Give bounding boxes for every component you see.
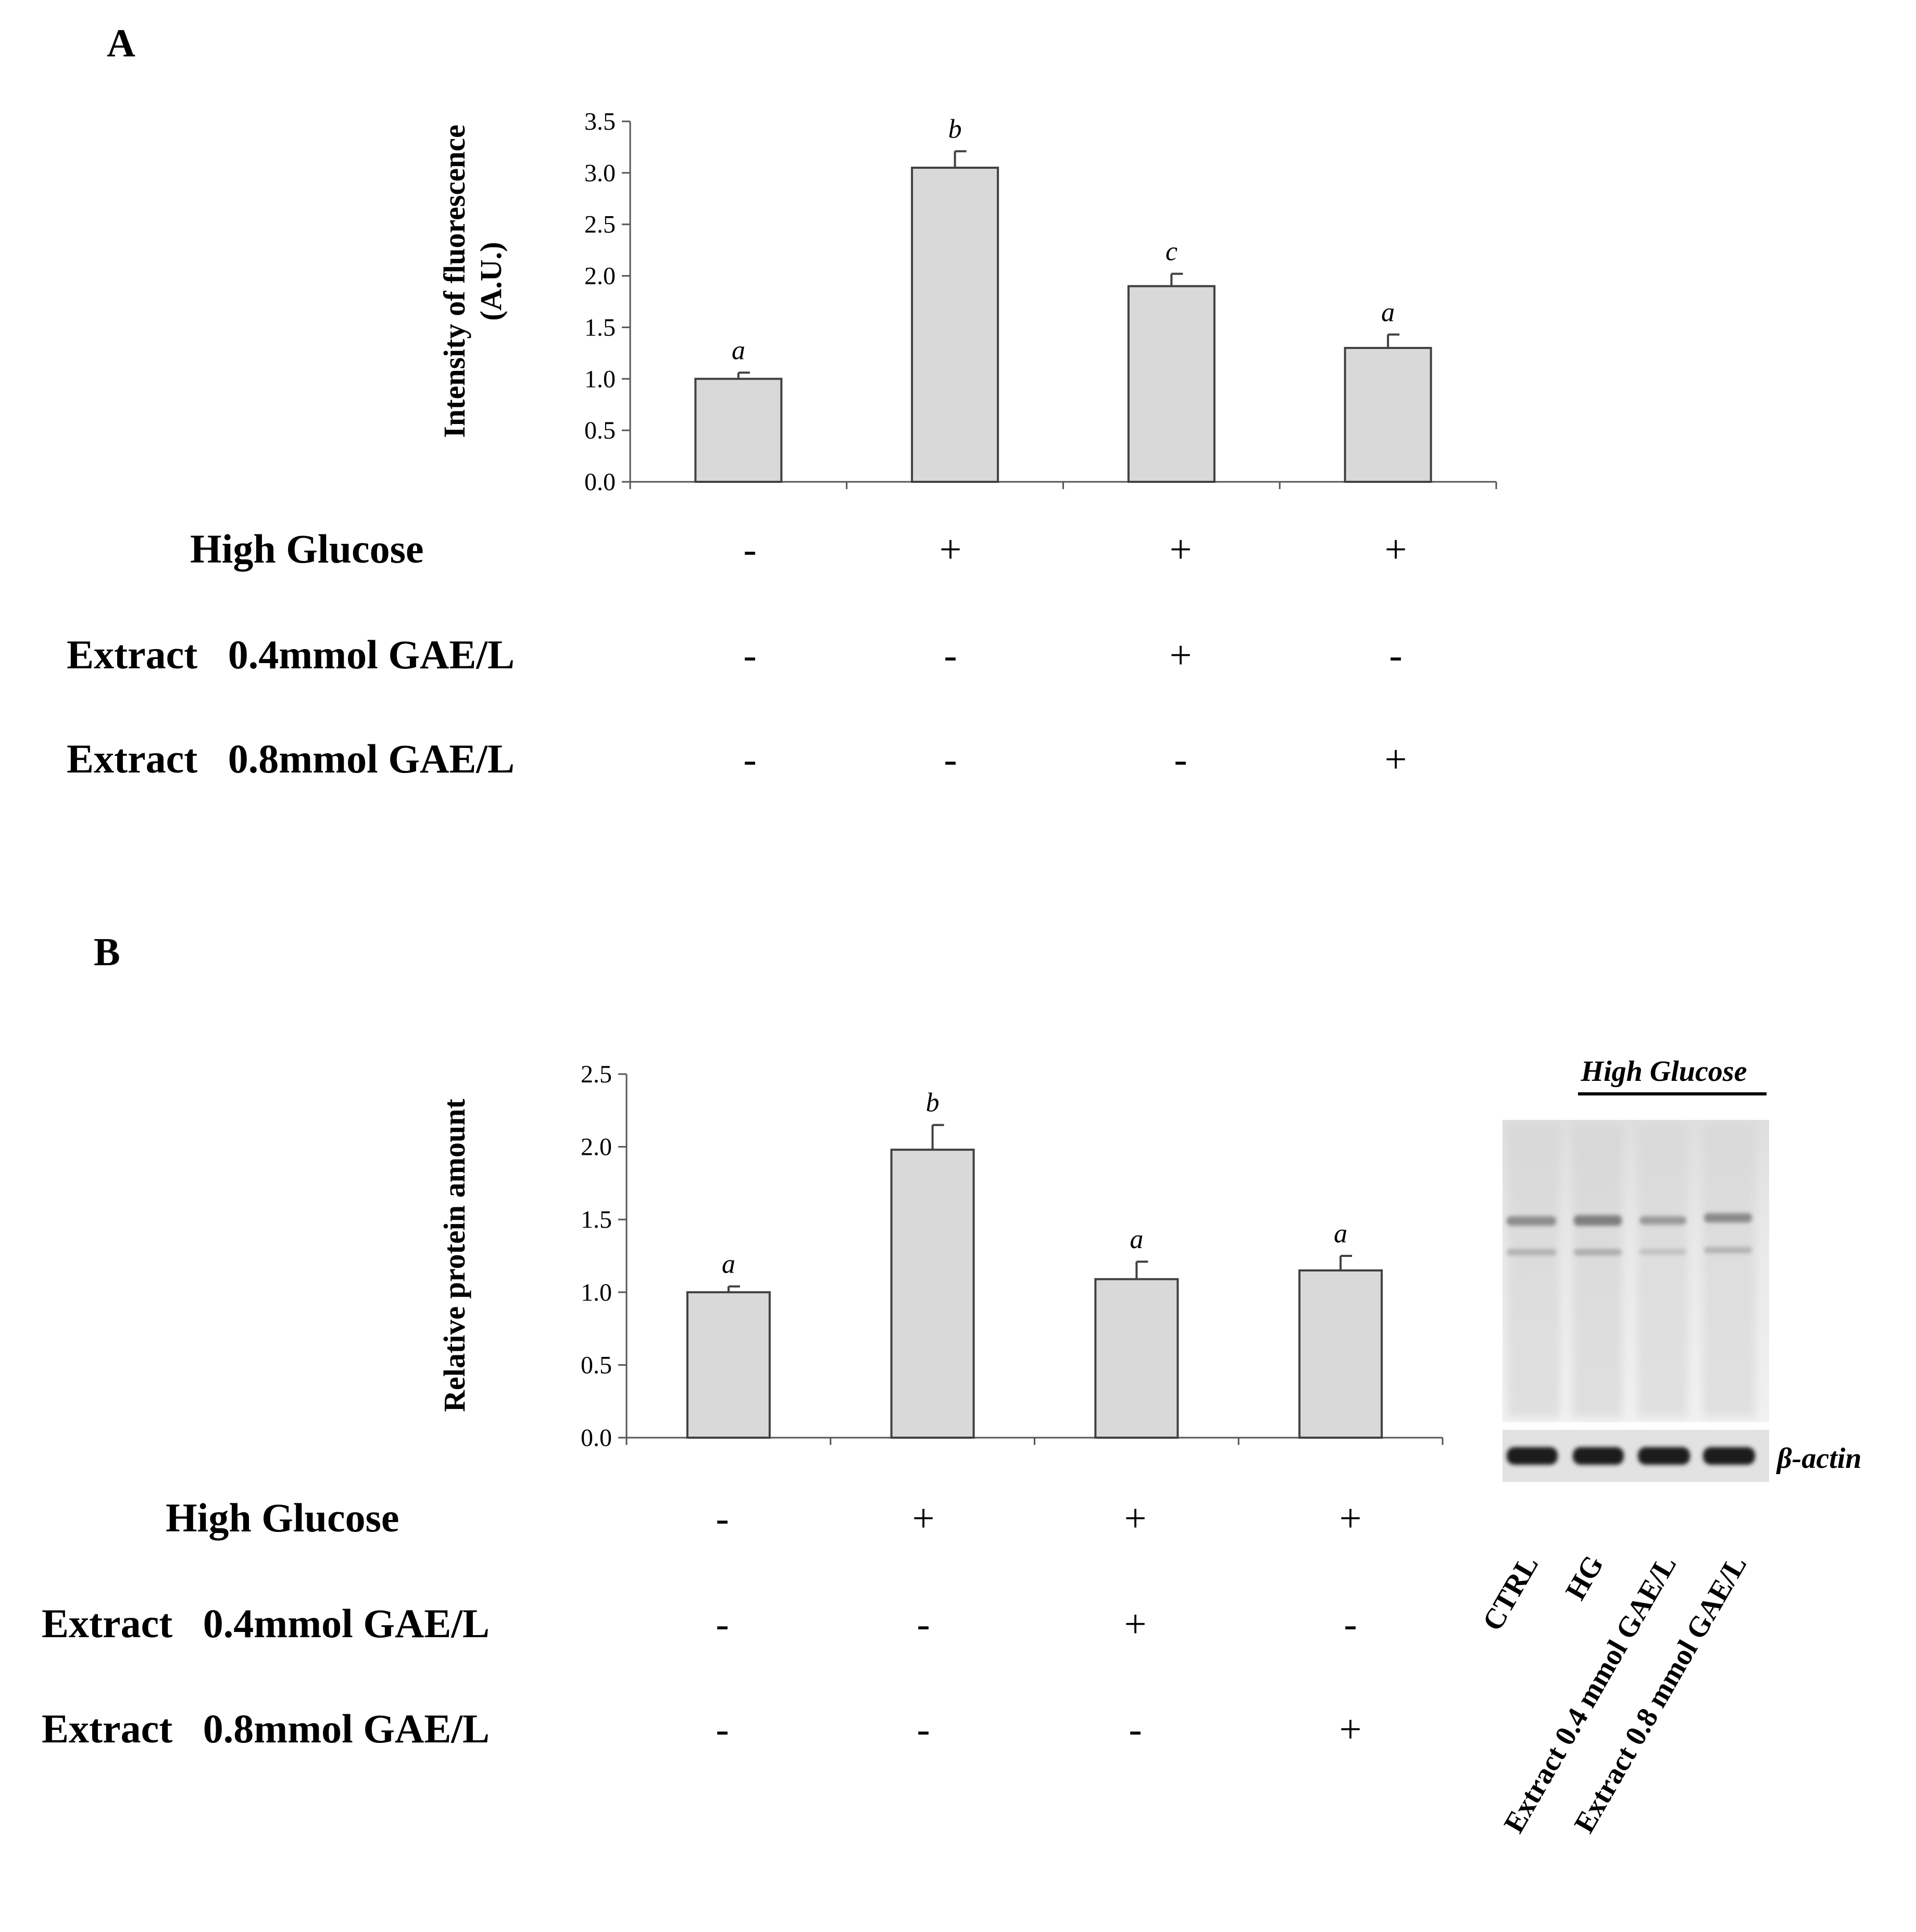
blot-lane-label-ctrl: CTRL <box>1476 1550 1545 1637</box>
chart-b-y-tick-label: 1.5 <box>581 1206 612 1233</box>
chart-a-significance-letter: b <box>948 114 962 144</box>
sign-a-e04-1: - <box>743 633 756 677</box>
chart-a-bar <box>911 166 999 483</box>
chart-a-y-tick-label: 1.0 <box>584 365 616 393</box>
condition-high-glucose-label-b: High Glucose <box>166 1495 399 1540</box>
sign-b-e04-1: - <box>716 1602 729 1646</box>
chart-a-bar <box>1127 285 1216 483</box>
chart-b-y-tick-label: 1.0 <box>581 1279 612 1306</box>
sign-a-e08-3: - <box>1174 738 1187 781</box>
chart-b: 0.0 0.5 1.0 1.5 2.0 2.5 a b a a Relative protein a… <box>437 1061 1444 1452</box>
sign-a-e08-2: - <box>944 738 957 781</box>
chart-b-bar <box>686 1291 771 1439</box>
sign-a-e04-4: - <box>1389 633 1402 677</box>
chart-a-y-tick-label: 0.5 <box>584 417 616 444</box>
chart-b-y-tick-label: 2.0 <box>581 1133 612 1161</box>
blot-lane-shading <box>1508 1125 1755 1417</box>
condition-high-glucose-label: High Glucose <box>190 526 424 571</box>
sign-a-hg-4: + <box>1385 528 1407 571</box>
blot-high-glucose-label: High Glucose <box>1581 1055 1747 1088</box>
chart-b-bar <box>1094 1278 1179 1439</box>
sign-b-hg-3: + <box>1124 1497 1147 1540</box>
chart-a-significance-letter: a <box>732 335 745 365</box>
sign-a-e08-1: - <box>743 738 756 781</box>
chart-b-bar <box>890 1149 975 1439</box>
sign-a-e08-4: + <box>1385 738 1407 781</box>
sign-a-e04-3: + <box>1170 633 1192 677</box>
chart-b-bar <box>1298 1269 1383 1439</box>
sign-b-e04-3: + <box>1124 1602 1147 1646</box>
sign-b-e04-2: - <box>917 1602 930 1646</box>
condition-extract-04-label: Extract 0.4mmol GAE/L <box>67 632 515 677</box>
blot-beta-actin-label: β-actin <box>1776 1442 1861 1475</box>
sign-b-e08-2: - <box>917 1707 930 1751</box>
chart-a-y-tick-label: 3.5 <box>584 108 616 135</box>
chart-a: 0.0 0.5 1.0 1.5 2.0 2.5 3.0 3.5 a b c a Intensity of… <box>437 108 1497 496</box>
blot-band-ctrl <box>1507 1216 1556 1226</box>
sign-b-hg-4: + <box>1339 1497 1362 1540</box>
chart-b-significance-letter: a <box>722 1250 735 1279</box>
sign-b-hg-1: - <box>716 1497 729 1540</box>
chart-a-significance-letter: c <box>1166 237 1178 267</box>
chart-b-y-axis-label: Relative protein amount <box>437 1099 471 1412</box>
chart-a-significance-letter: a <box>1381 297 1395 327</box>
blot-band-hg <box>1574 1215 1622 1226</box>
sign-a-e04-2: - <box>944 633 957 677</box>
blot-band-e08 <box>1704 1213 1752 1223</box>
blot-actin-bands <box>1507 1447 1755 1465</box>
chart-b-y-tick-label: 0.0 <box>581 1424 612 1452</box>
chart-a-y-axis-label: (A.U.) <box>474 242 508 320</box>
chart-a-y-tick-label: 2.5 <box>584 211 616 239</box>
blot-band-e04 <box>1639 1216 1686 1225</box>
condition-extract-04-label-b: Extract 0.4mmol GAE/L <box>42 1601 490 1646</box>
sign-a-hg-2: + <box>940 528 962 571</box>
panel-a-label: A <box>107 21 135 65</box>
western-blot: High Glucose β-actin <box>1476 1055 1862 1838</box>
sign-b-e04-4: - <box>1344 1602 1357 1646</box>
sign-b-e08-3: - <box>1129 1707 1142 1751</box>
condition-extract-08-label: Extract 0.8mmol GAE/L <box>67 736 515 781</box>
panel-b-conditions: High Glucose Extract 0.4mmol GAE/L Extra… <box>42 1495 1361 1751</box>
panel-b-label: B <box>94 930 120 974</box>
sign-a-hg-3: + <box>1170 528 1192 571</box>
sign-b-e08-4: + <box>1339 1707 1362 1751</box>
chart-b-significance-letter: a <box>1334 1219 1347 1249</box>
sign-b-e08-1: - <box>716 1707 729 1751</box>
blot-lane-label-hg: HG <box>1559 1550 1610 1605</box>
condition-extract-08-label-b: Extract 0.8mmol GAE/L <box>42 1706 490 1751</box>
chart-a-y-tick-label: 1.5 <box>584 314 616 341</box>
chart-b-significance-letter: b <box>926 1088 940 1118</box>
sign-a-hg-1: - <box>743 528 756 571</box>
chart-b-y-tick-label: 2.5 <box>581 1061 612 1088</box>
chart-a-y-axis-label: Intensity of fluorescence <box>437 124 471 438</box>
chart-a-bar <box>1344 346 1432 483</box>
chart-b-y-tick-label: 0.5 <box>581 1351 612 1379</box>
sign-b-hg-2: + <box>912 1497 935 1540</box>
chart-a-y-tick-label: 2.0 <box>584 263 616 290</box>
chart-a-y-tick-label: 0.0 <box>584 468 616 496</box>
blot-target-bands <box>1507 1213 1752 1255</box>
chart-a-y-tick-label: 3.0 <box>584 159 616 187</box>
chart-a-bar <box>694 378 783 483</box>
panel-a-conditions: High Glucose Extract 0.4mmol GAE/L Extra… <box>67 526 1407 781</box>
chart-b-significance-letter: a <box>1130 1225 1143 1254</box>
